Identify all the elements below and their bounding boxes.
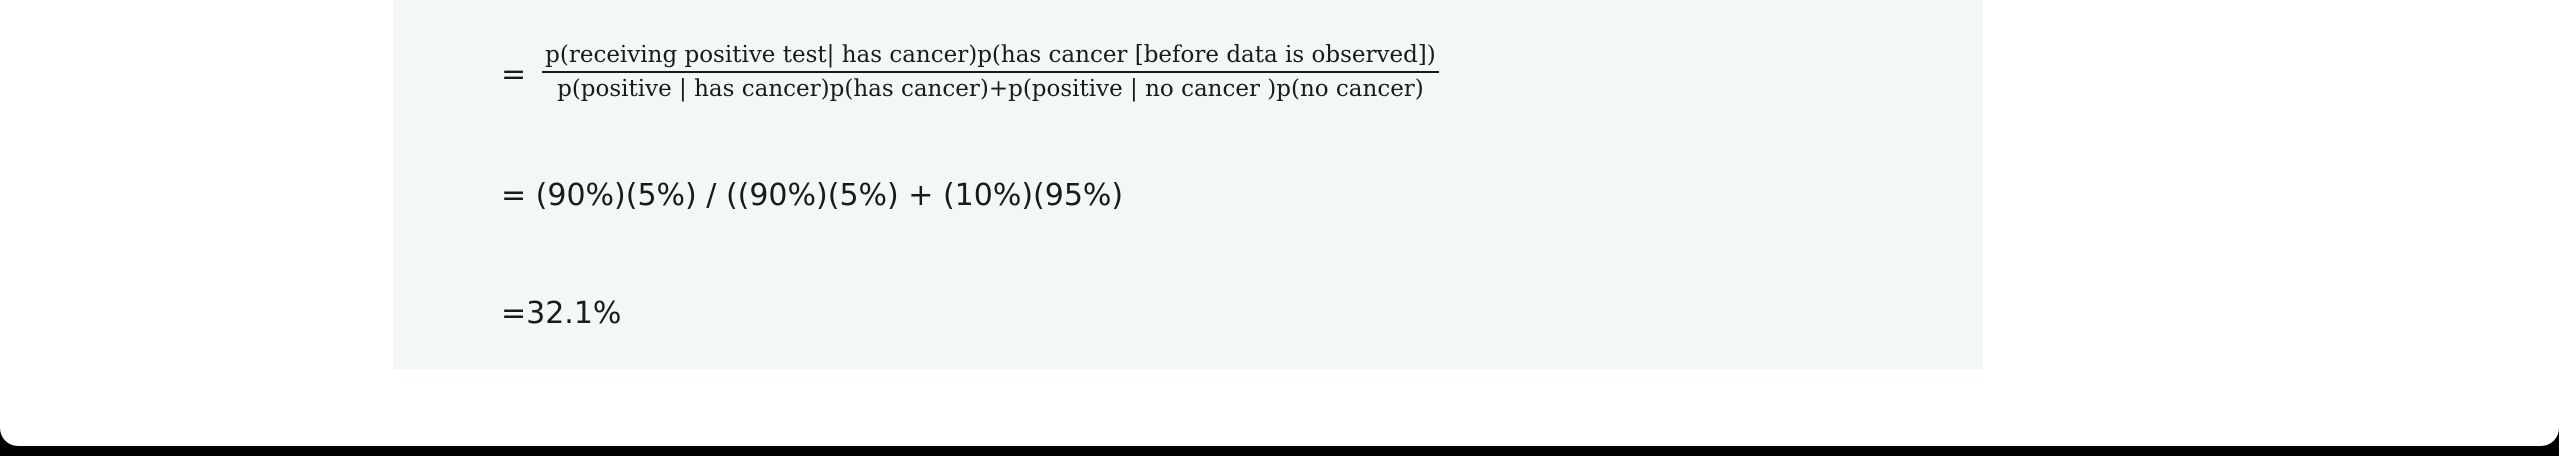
page: = p(receiving positive test| has cancer)… (0, 0, 2559, 446)
fraction: p(receiving positive test| has cancer)p(… (542, 40, 1439, 104)
result-line: =32.1% (501, 296, 622, 331)
bayes-equation: = p(receiving positive test| has cancer)… (501, 40, 1439, 104)
equals-sign: = (501, 57, 527, 92)
fraction-numerator: p(receiving positive test| has cancer)p(… (545, 42, 1436, 68)
fraction-denominator: p(positive | has cancer)p(has cancer)+p(… (557, 76, 1424, 102)
fraction-bar (542, 71, 1439, 73)
calculation-line: = (90%)(5%) / ((90%)(5%) + (10%)(95%) (501, 178, 1124, 213)
content-panel: = p(receiving positive test| has cancer)… (393, 0, 1983, 369)
